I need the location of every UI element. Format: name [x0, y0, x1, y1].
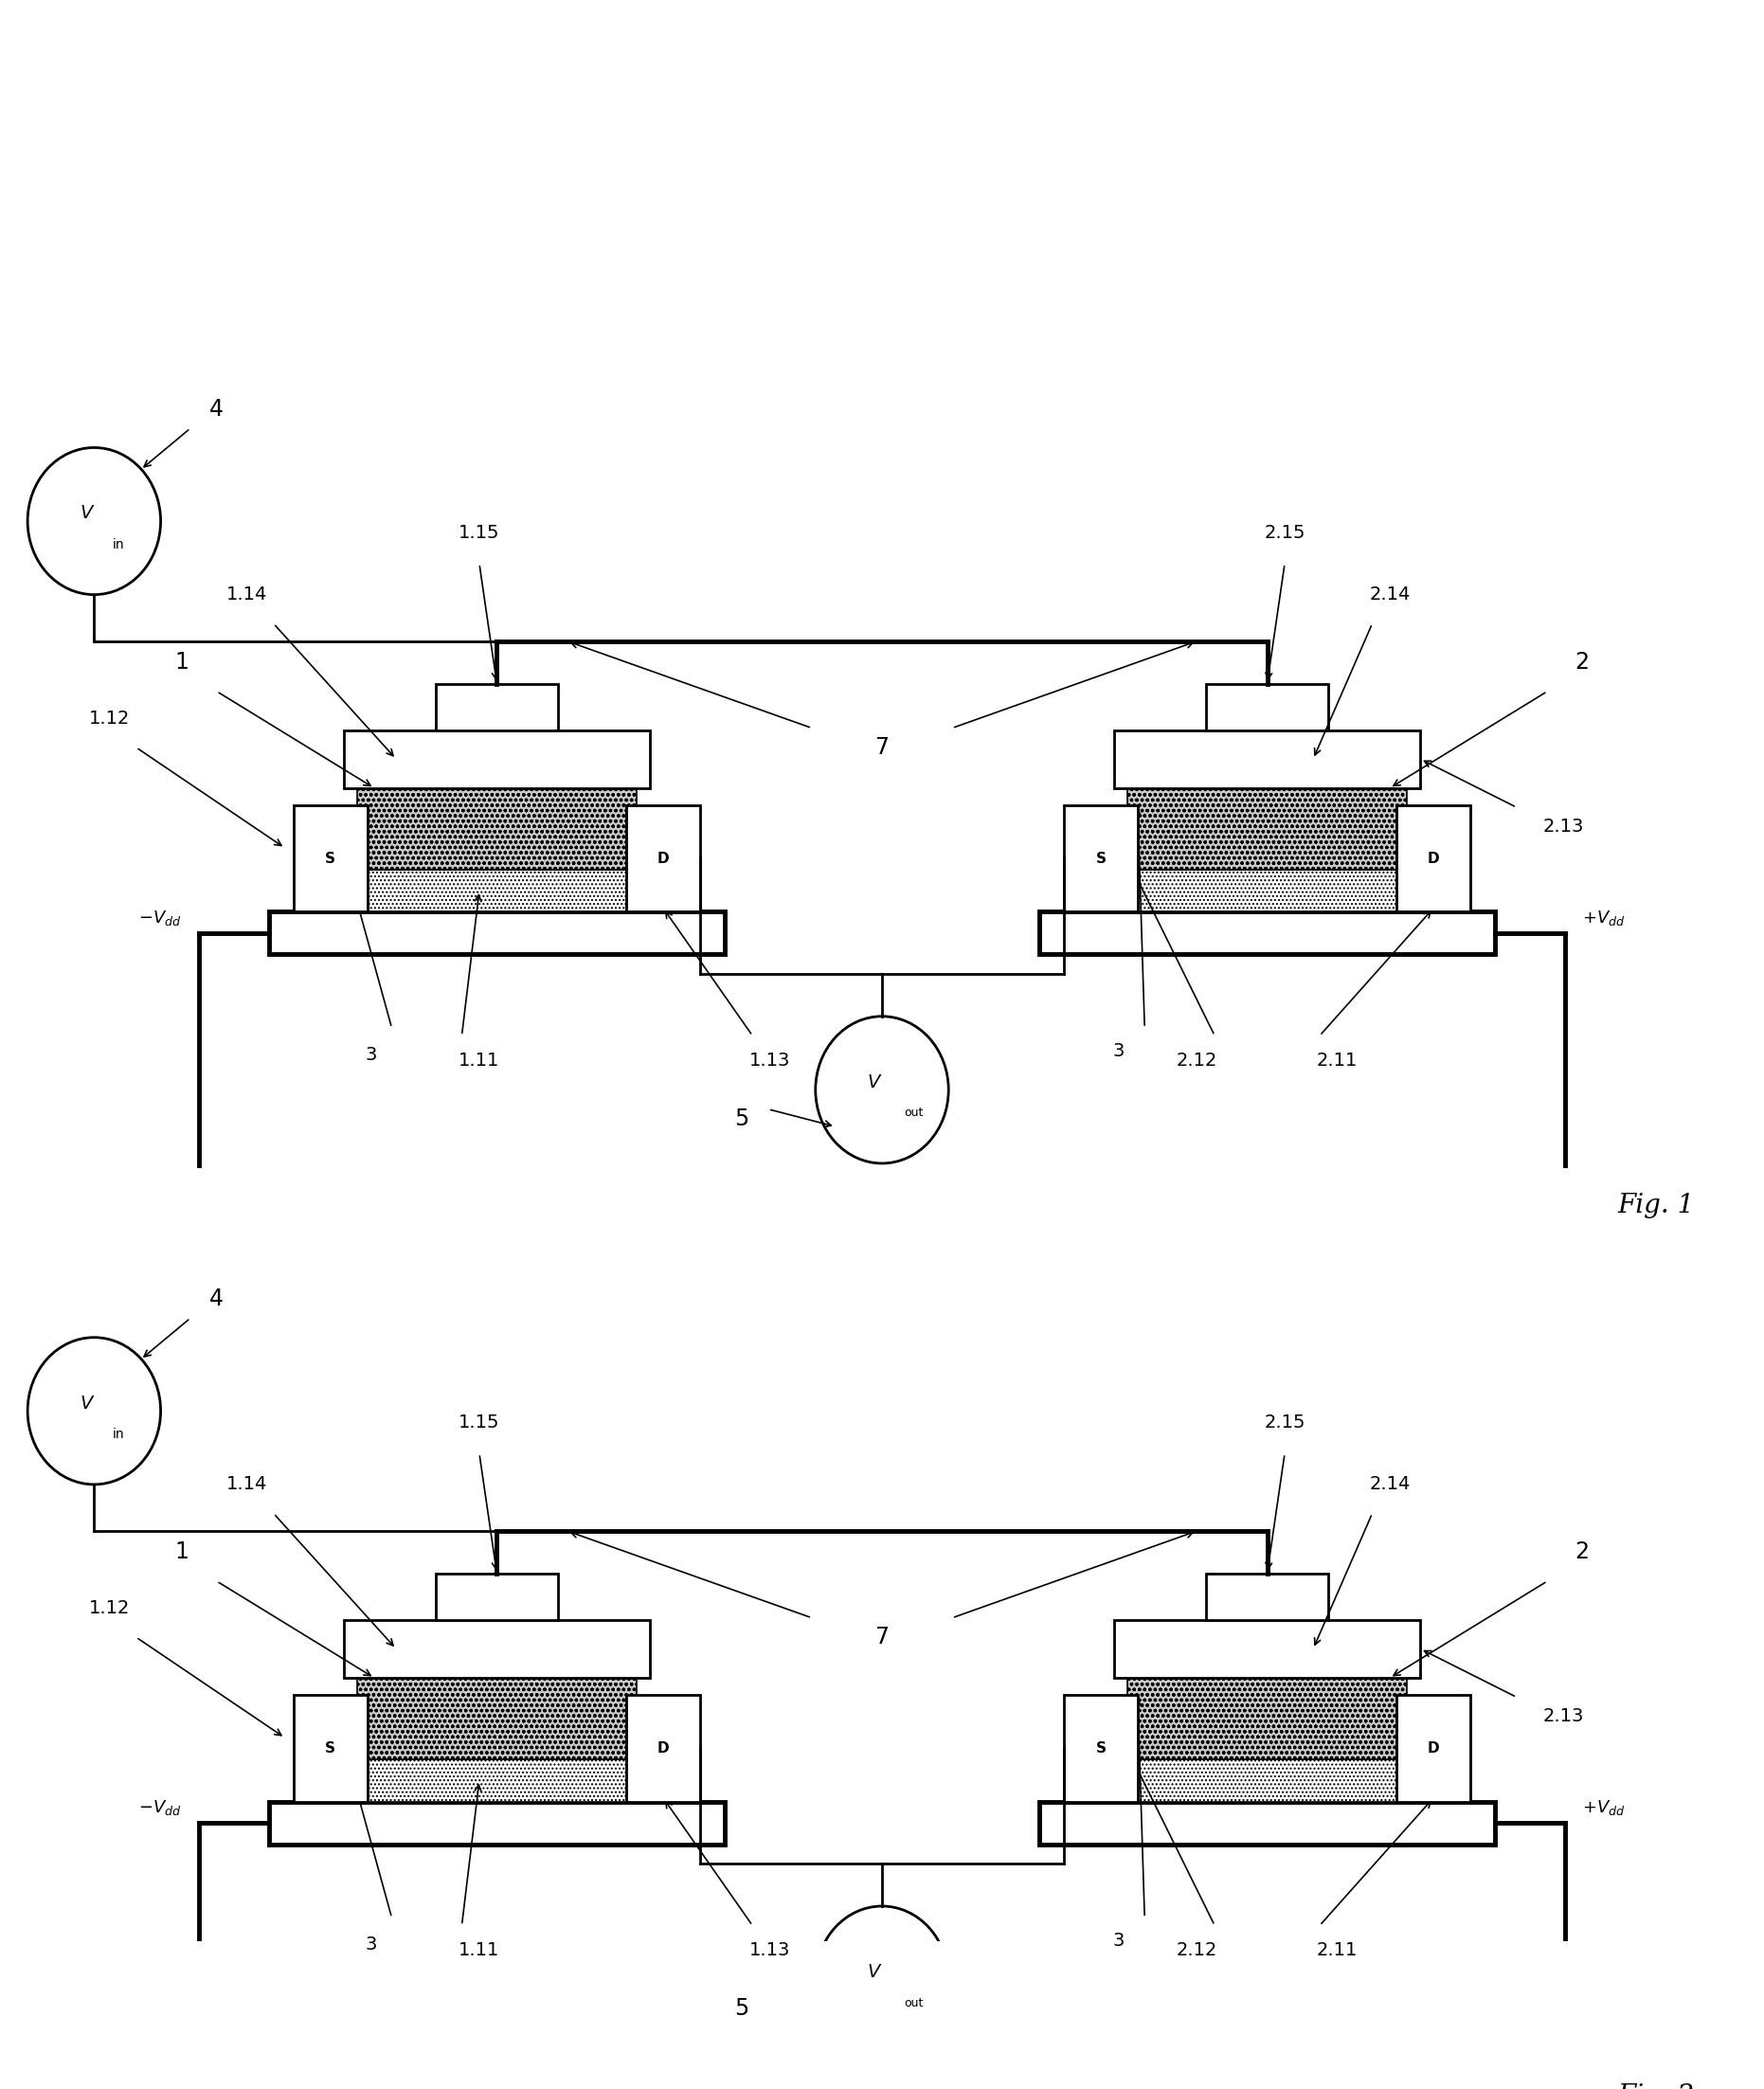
- Bar: [295, 806, 367, 913]
- Text: 2.14: 2.14: [1369, 585, 1409, 604]
- Text: 2.13: 2.13: [1544, 817, 1584, 836]
- Bar: [344, 729, 649, 788]
- Text: 2.13: 2.13: [1544, 1707, 1584, 1726]
- Bar: [295, 1696, 367, 1801]
- Bar: [1207, 683, 1328, 729]
- Text: 5: 5: [736, 1107, 750, 1130]
- Text: 1.15: 1.15: [459, 524, 499, 541]
- Bar: [270, 913, 725, 955]
- Text: in: in: [113, 1427, 125, 1441]
- Text: S: S: [1095, 1742, 1106, 1755]
- Text: 3: 3: [365, 1047, 377, 1063]
- Bar: [1115, 1619, 1420, 1677]
- Text: 2.12: 2.12: [1177, 1941, 1217, 1959]
- Bar: [1115, 729, 1420, 788]
- Text: Fig. 1: Fig. 1: [1618, 1193, 1695, 1218]
- Bar: [1397, 1696, 1469, 1801]
- Text: 2.11: 2.11: [1316, 1941, 1358, 1959]
- Bar: [1127, 1759, 1408, 1801]
- Text: 1.11: 1.11: [459, 1941, 499, 1959]
- Text: out: out: [903, 1997, 923, 2010]
- Text: S: S: [325, 1742, 335, 1755]
- Text: $-V_{dd}$: $-V_{dd}$: [139, 909, 182, 928]
- Text: 4: 4: [210, 397, 224, 420]
- Bar: [626, 1696, 700, 1801]
- Bar: [1039, 913, 1494, 955]
- Bar: [1127, 788, 1408, 869]
- Bar: [270, 1801, 725, 1845]
- Text: $V$: $V$: [868, 1074, 882, 1090]
- Bar: [356, 1759, 637, 1801]
- Text: 7: 7: [875, 1625, 889, 1648]
- Text: 1: 1: [175, 1542, 189, 1563]
- Text: 1.14: 1.14: [228, 1475, 268, 1494]
- Text: 3: 3: [1113, 1932, 1124, 1949]
- Text: $+V_{dd}$: $+V_{dd}$: [1582, 1799, 1625, 1817]
- Bar: [1127, 869, 1408, 913]
- Bar: [356, 788, 637, 869]
- Text: D: D: [658, 1742, 669, 1755]
- Text: 3: 3: [1113, 1042, 1124, 1059]
- Text: 2: 2: [1575, 1542, 1589, 1563]
- Text: 2.15: 2.15: [1265, 524, 1305, 541]
- Text: S: S: [1095, 852, 1106, 865]
- Text: 1.13: 1.13: [750, 1941, 790, 1959]
- Text: 5: 5: [736, 1997, 750, 2020]
- Text: $V$: $V$: [79, 503, 95, 522]
- Bar: [356, 1677, 637, 1759]
- Bar: [356, 869, 637, 913]
- Text: D: D: [1427, 852, 1439, 865]
- Text: 4: 4: [210, 1287, 224, 1310]
- Text: in: in: [113, 537, 125, 551]
- Text: 2.11: 2.11: [1316, 1051, 1358, 1070]
- Text: D: D: [658, 852, 669, 865]
- Text: 1.15: 1.15: [459, 1414, 499, 1431]
- Bar: [436, 683, 557, 729]
- Text: D: D: [1427, 1742, 1439, 1755]
- Text: 2.15: 2.15: [1265, 1414, 1305, 1431]
- Text: S: S: [325, 852, 335, 865]
- Text: 2.14: 2.14: [1369, 1475, 1409, 1494]
- Text: $V$: $V$: [79, 1393, 95, 1412]
- Bar: [1064, 806, 1138, 913]
- Text: 1.14: 1.14: [228, 585, 268, 604]
- Text: 2.12: 2.12: [1177, 1051, 1217, 1070]
- Text: 2: 2: [1575, 652, 1589, 673]
- Text: 1: 1: [175, 652, 189, 673]
- Bar: [1064, 1696, 1138, 1801]
- Text: 1.12: 1.12: [90, 710, 131, 727]
- Text: 1.12: 1.12: [90, 1600, 131, 1617]
- Text: 3: 3: [365, 1937, 377, 1953]
- Text: $V$: $V$: [868, 1964, 882, 1980]
- Bar: [436, 1573, 557, 1619]
- Text: $-V_{dd}$: $-V_{dd}$: [139, 1799, 182, 1817]
- Text: 1.11: 1.11: [459, 1051, 499, 1070]
- Bar: [1397, 806, 1469, 913]
- Text: 1.13: 1.13: [750, 1051, 790, 1070]
- Bar: [626, 806, 700, 913]
- Text: Fig. 2: Fig. 2: [1618, 2083, 1695, 2089]
- Bar: [1207, 1573, 1328, 1619]
- Text: out: out: [903, 1107, 923, 1120]
- Text: 7: 7: [875, 735, 889, 758]
- Bar: [344, 1619, 649, 1677]
- Bar: [1127, 1677, 1408, 1759]
- Bar: [1039, 1801, 1494, 1845]
- Text: $+V_{dd}$: $+V_{dd}$: [1582, 909, 1625, 928]
